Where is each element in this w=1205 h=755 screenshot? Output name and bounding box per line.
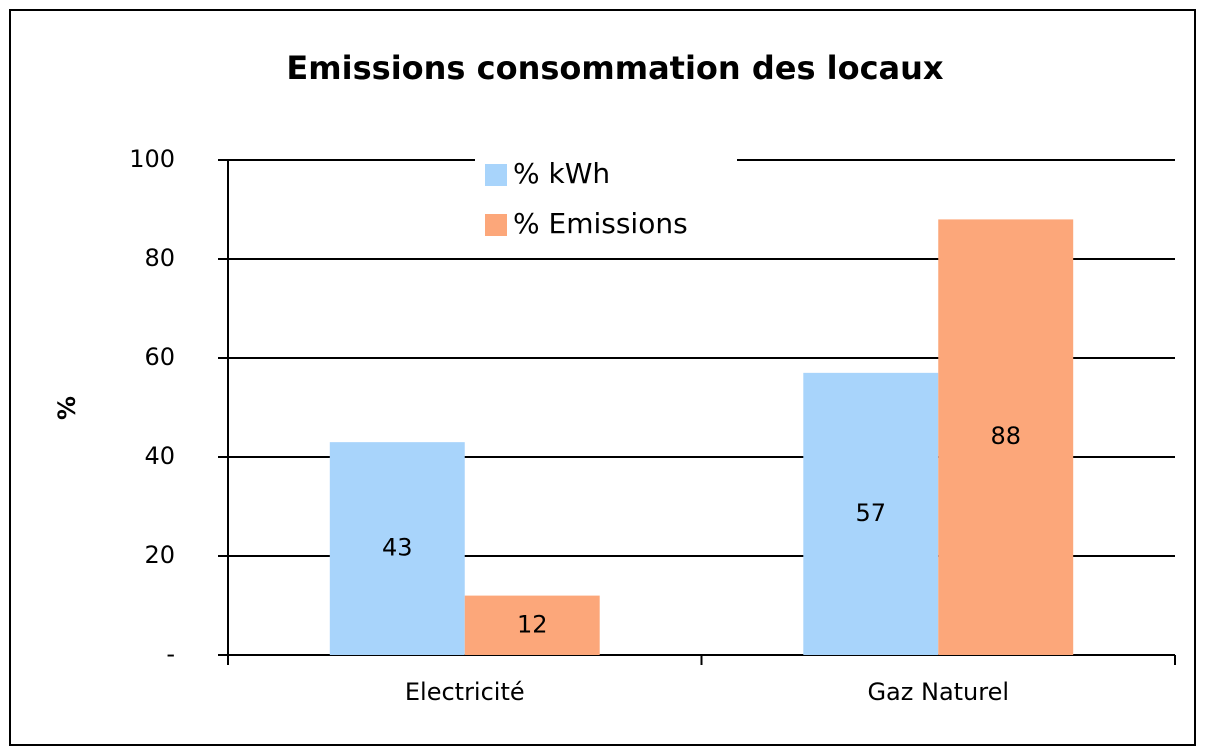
x-tick-label: Gaz Naturel: [867, 678, 1009, 706]
y-tick-label: -: [166, 640, 175, 668]
y-tick-label: 100: [129, 145, 175, 173]
legend-box: [475, 150, 737, 250]
y-tick-label: 20: [144, 541, 175, 569]
legend-label: % Emissions: [513, 207, 688, 240]
bar: [938, 219, 1074, 655]
data-label: 12: [517, 610, 548, 638]
chart-title: Emissions consommation des locaux: [286, 49, 944, 87]
bar: [803, 372, 939, 655]
data-label: 88: [990, 422, 1021, 450]
legend-label: % kWh: [513, 157, 610, 190]
bar: [464, 595, 600, 655]
y-tick-label: 40: [144, 442, 175, 470]
legend-swatch: [485, 214, 507, 236]
y-tick-label: 60: [144, 343, 175, 371]
legend-swatch: [485, 164, 507, 186]
data-label: 43: [382, 534, 413, 562]
data-label: 57: [856, 499, 887, 527]
y-axis-label: %: [53, 396, 81, 420]
bar: [329, 442, 465, 655]
x-tick-label: Electricité: [405, 678, 525, 706]
y-tick-label: 80: [144, 244, 175, 272]
